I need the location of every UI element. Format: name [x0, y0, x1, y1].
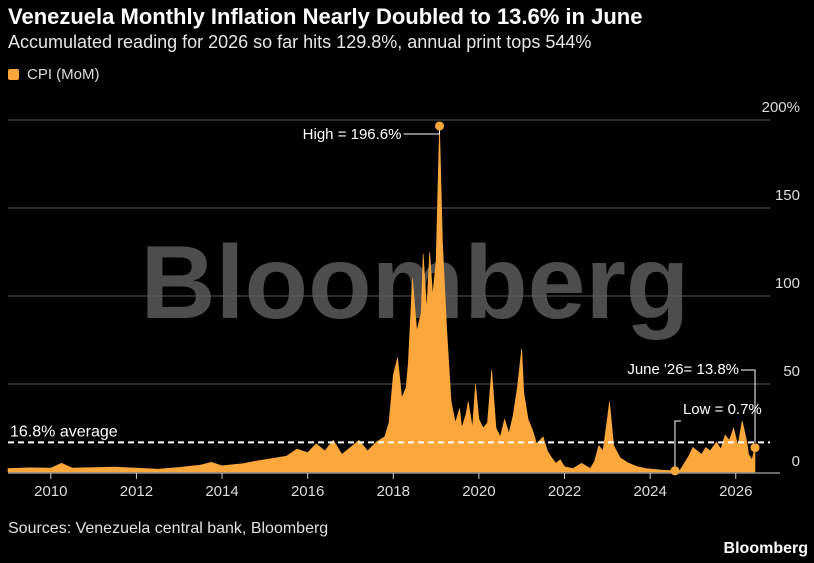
high-label: High = 196.6% — [303, 126, 402, 143]
x-tick-label: 2022 — [548, 483, 581, 500]
y-tick-label: 100 — [775, 275, 800, 292]
chart-title: Venezuela Monthly Inflation Nearly Doubl… — [8, 4, 643, 29]
legend-label: CPI (MoM) — [27, 66, 100, 83]
high-marker — [435, 121, 445, 131]
x-tick-label: 2026 — [719, 483, 752, 500]
source-note: Sources: Venezuela central bank, Bloombe… — [8, 520, 329, 537]
x-tick-label: 2014 — [205, 483, 238, 500]
x-tick-label: 2020 — [462, 483, 495, 500]
y-tick-label: 200% — [762, 99, 800, 116]
high-leader-line — [403, 127, 441, 135]
low-label: Low = 0.7% — [683, 401, 762, 418]
x-tick-label: 2010 — [34, 483, 67, 500]
low-marker — [670, 466, 680, 476]
x-tick-label: 2018 — [377, 483, 410, 500]
series-area-cpi-mom — [7, 125, 756, 473]
y-tick-label: 0 — [792, 453, 800, 470]
average-label: 16.8% average — [10, 423, 118, 440]
brand-logo: Bloomberg — [723, 540, 808, 557]
x-tick-label: 2024 — [633, 483, 666, 500]
y-tick-label: 50 — [783, 363, 800, 380]
latest-leader-line — [741, 369, 756, 443]
x-tick-label: 2016 — [291, 483, 324, 500]
chart-subtitle: Accumulated reading for 2026 so far hits… — [8, 32, 592, 52]
latest-marker — [750, 443, 760, 453]
x-tick-label: 2012 — [120, 483, 153, 500]
legend: CPI (MoM) — [8, 66, 100, 83]
legend-swatch — [8, 69, 19, 80]
low-leader-line — [674, 420, 681, 467]
y-tick-label: 150 — [775, 187, 800, 204]
latest-label: June '26= 13.8% — [627, 361, 739, 378]
